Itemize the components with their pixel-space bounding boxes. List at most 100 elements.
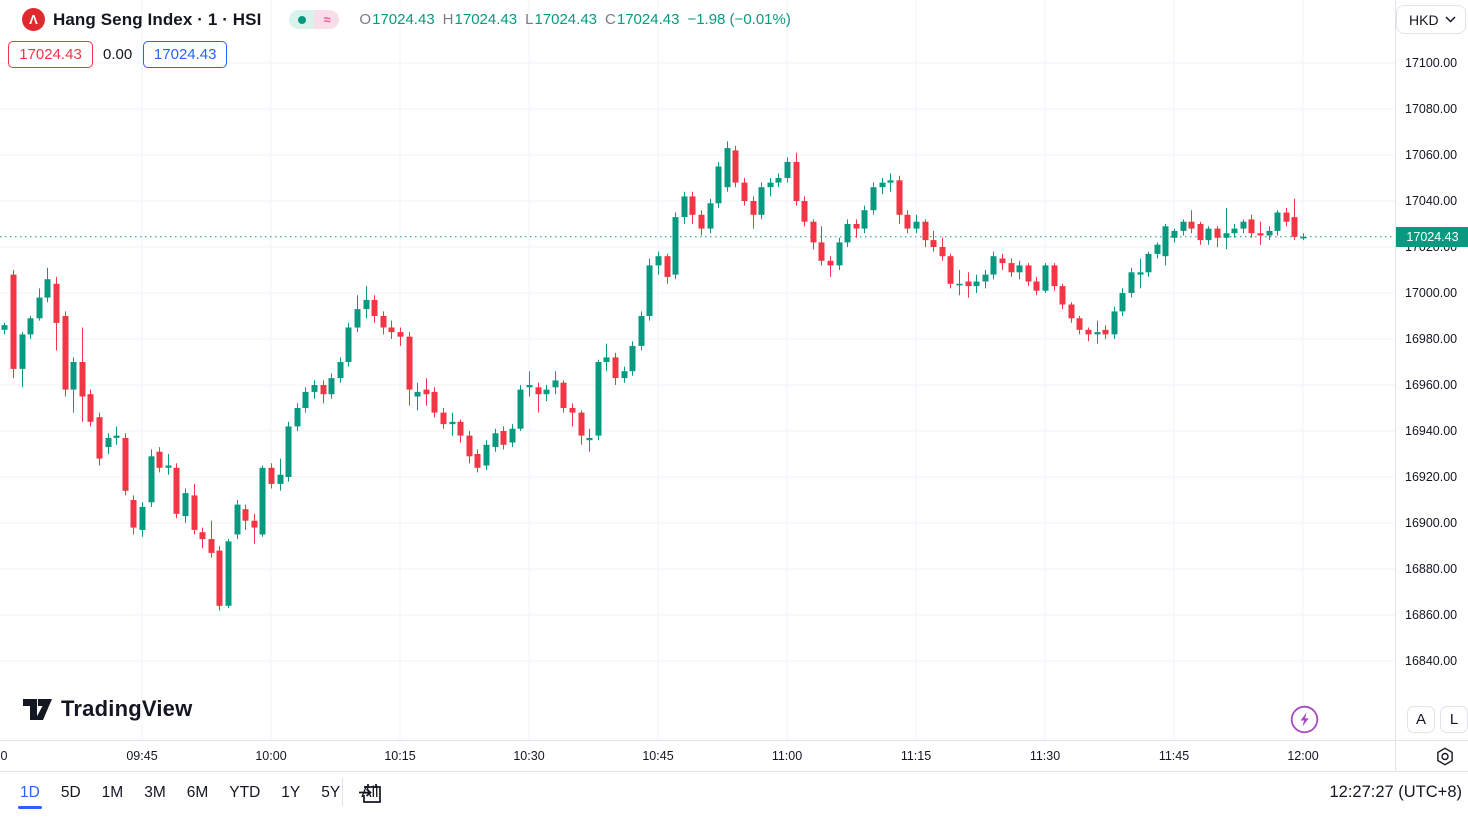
range-button-5d[interactable]: 5D [60, 784, 81, 801]
delayed-data-icon: ≈ [314, 10, 340, 29]
candle [492, 433, 499, 448]
go-to-date-button[interactable] [356, 780, 386, 806]
candle [191, 495, 198, 530]
candle [836, 242, 843, 266]
candle [268, 467, 275, 484]
range-button-1d[interactable]: 1D [14, 781, 46, 809]
range-button-ytd[interactable]: YTD [229, 784, 261, 801]
candle [1111, 311, 1118, 335]
candle [96, 417, 103, 459]
candle [1068, 304, 1075, 319]
candle [285, 426, 292, 477]
candle [1266, 230, 1273, 236]
candle [311, 385, 318, 392]
symbol-title[interactable]: Hang Seng Index · 1 · HSI [53, 9, 262, 29]
candle [70, 362, 77, 390]
candles-canvas [0, 0, 1395, 740]
boost-button[interactable] [1290, 705, 1319, 739]
candle [750, 201, 757, 215]
candle [1180, 221, 1187, 231]
range-button-6m[interactable]: 6M [186, 784, 209, 801]
candle [887, 180, 894, 183]
log-scale-button[interactable]: L [1440, 706, 1468, 733]
candle [999, 258, 1006, 264]
currency-select[interactable]: HKD [1396, 5, 1466, 34]
candle [1076, 318, 1083, 330]
candle [406, 336, 413, 390]
candle [294, 408, 301, 427]
range-button-1y[interactable]: 1Y [281, 784, 301, 801]
candle [1248, 219, 1255, 234]
time-axis[interactable]: 0 09:45 10:00 10:15 10:30 10:45 11:00 11:15 11:3… [0, 740, 1468, 772]
candle [879, 182, 886, 188]
candle [698, 214, 705, 229]
candlestick-chart[interactable] [0, 0, 1395, 740]
price-axis-label: 16860.00 [1405, 608, 1458, 622]
candle [896, 180, 903, 215]
high-value: 17024.43 [454, 11, 518, 28]
market-open-dot-icon [289, 10, 315, 29]
candle [1042, 265, 1049, 291]
candle [595, 362, 602, 436]
price-axis-label: 17000.00 [1405, 286, 1458, 300]
candle [1223, 233, 1230, 238]
candle [741, 182, 748, 201]
open-value: 17024.43 [372, 11, 435, 28]
candle [1171, 230, 1178, 238]
time-axis-label: 11:00 [771, 749, 803, 763]
candle [664, 256, 671, 277]
candle [1, 325, 8, 330]
buy-price-button[interactable]: 17024.43 [143, 41, 228, 68]
candle [569, 408, 576, 413]
candle [517, 389, 524, 429]
candle [947, 256, 954, 284]
candle [431, 391, 438, 413]
candle [388, 327, 395, 333]
candle [1128, 272, 1135, 293]
candle [586, 437, 593, 441]
candle [62, 316, 69, 390]
candle [655, 256, 662, 266]
price-axis[interactable]: 17024.43 17100.00 17080.00 17060.00 17040.0… [1395, 0, 1468, 740]
close-label: C [605, 11, 616, 28]
price-axis-label: 16980.00 [1405, 332, 1458, 346]
candle [1033, 281, 1040, 291]
candle [560, 382, 567, 408]
price-axis-label: 17100.00 [1405, 56, 1458, 70]
symbol-row: Λ Hang Seng Index · 1 · HSI ≈ O 17024.43… [22, 8, 791, 31]
candle [156, 451, 163, 468]
auto-scale-button[interactable]: A [1407, 706, 1435, 733]
date-range-switcher: 1D 5D 1M 3M 6M YTD 1Y 5Y All [14, 781, 393, 809]
candle [165, 465, 172, 468]
candle [302, 391, 309, 408]
candle [36, 297, 43, 319]
session-clock[interactable]: 12:27:27 (UTC+8) [1329, 783, 1462, 801]
range-button-3m[interactable]: 3M [144, 784, 166, 801]
calendar-arrow-icon [359, 784, 381, 803]
candle [672, 217, 679, 275]
high-label: H [442, 11, 454, 28]
price-axis-label: 16920.00 [1405, 470, 1458, 484]
candle [1008, 263, 1015, 273]
time-axis-label: 11:15 [900, 749, 932, 763]
gear-icon[interactable] [1396, 741, 1468, 772]
candle [1154, 244, 1161, 254]
time-axis-label: 10:00 [255, 749, 287, 763]
range-button-1m[interactable]: 1M [101, 784, 124, 801]
candle [853, 224, 860, 229]
price-axis-label: 17060.00 [1405, 148, 1458, 162]
candle [242, 509, 249, 521]
candle [1257, 233, 1264, 236]
time-axis-label: 09:45 [126, 749, 158, 763]
candle [328, 378, 335, 395]
time-axis-label: 0 [0, 749, 8, 763]
market-status-pill[interactable]: ≈ [289, 10, 340, 29]
candle [732, 150, 739, 183]
candle [1051, 265, 1058, 287]
candle [500, 431, 507, 445]
sell-price-button[interactable]: 17024.43 [8, 41, 93, 68]
range-button-5y[interactable]: 5Y [321, 784, 341, 801]
current-price-tag: 17024.43 [1396, 226, 1468, 247]
axis-settings-corner[interactable] [1395, 741, 1468, 772]
candle [621, 371, 628, 379]
